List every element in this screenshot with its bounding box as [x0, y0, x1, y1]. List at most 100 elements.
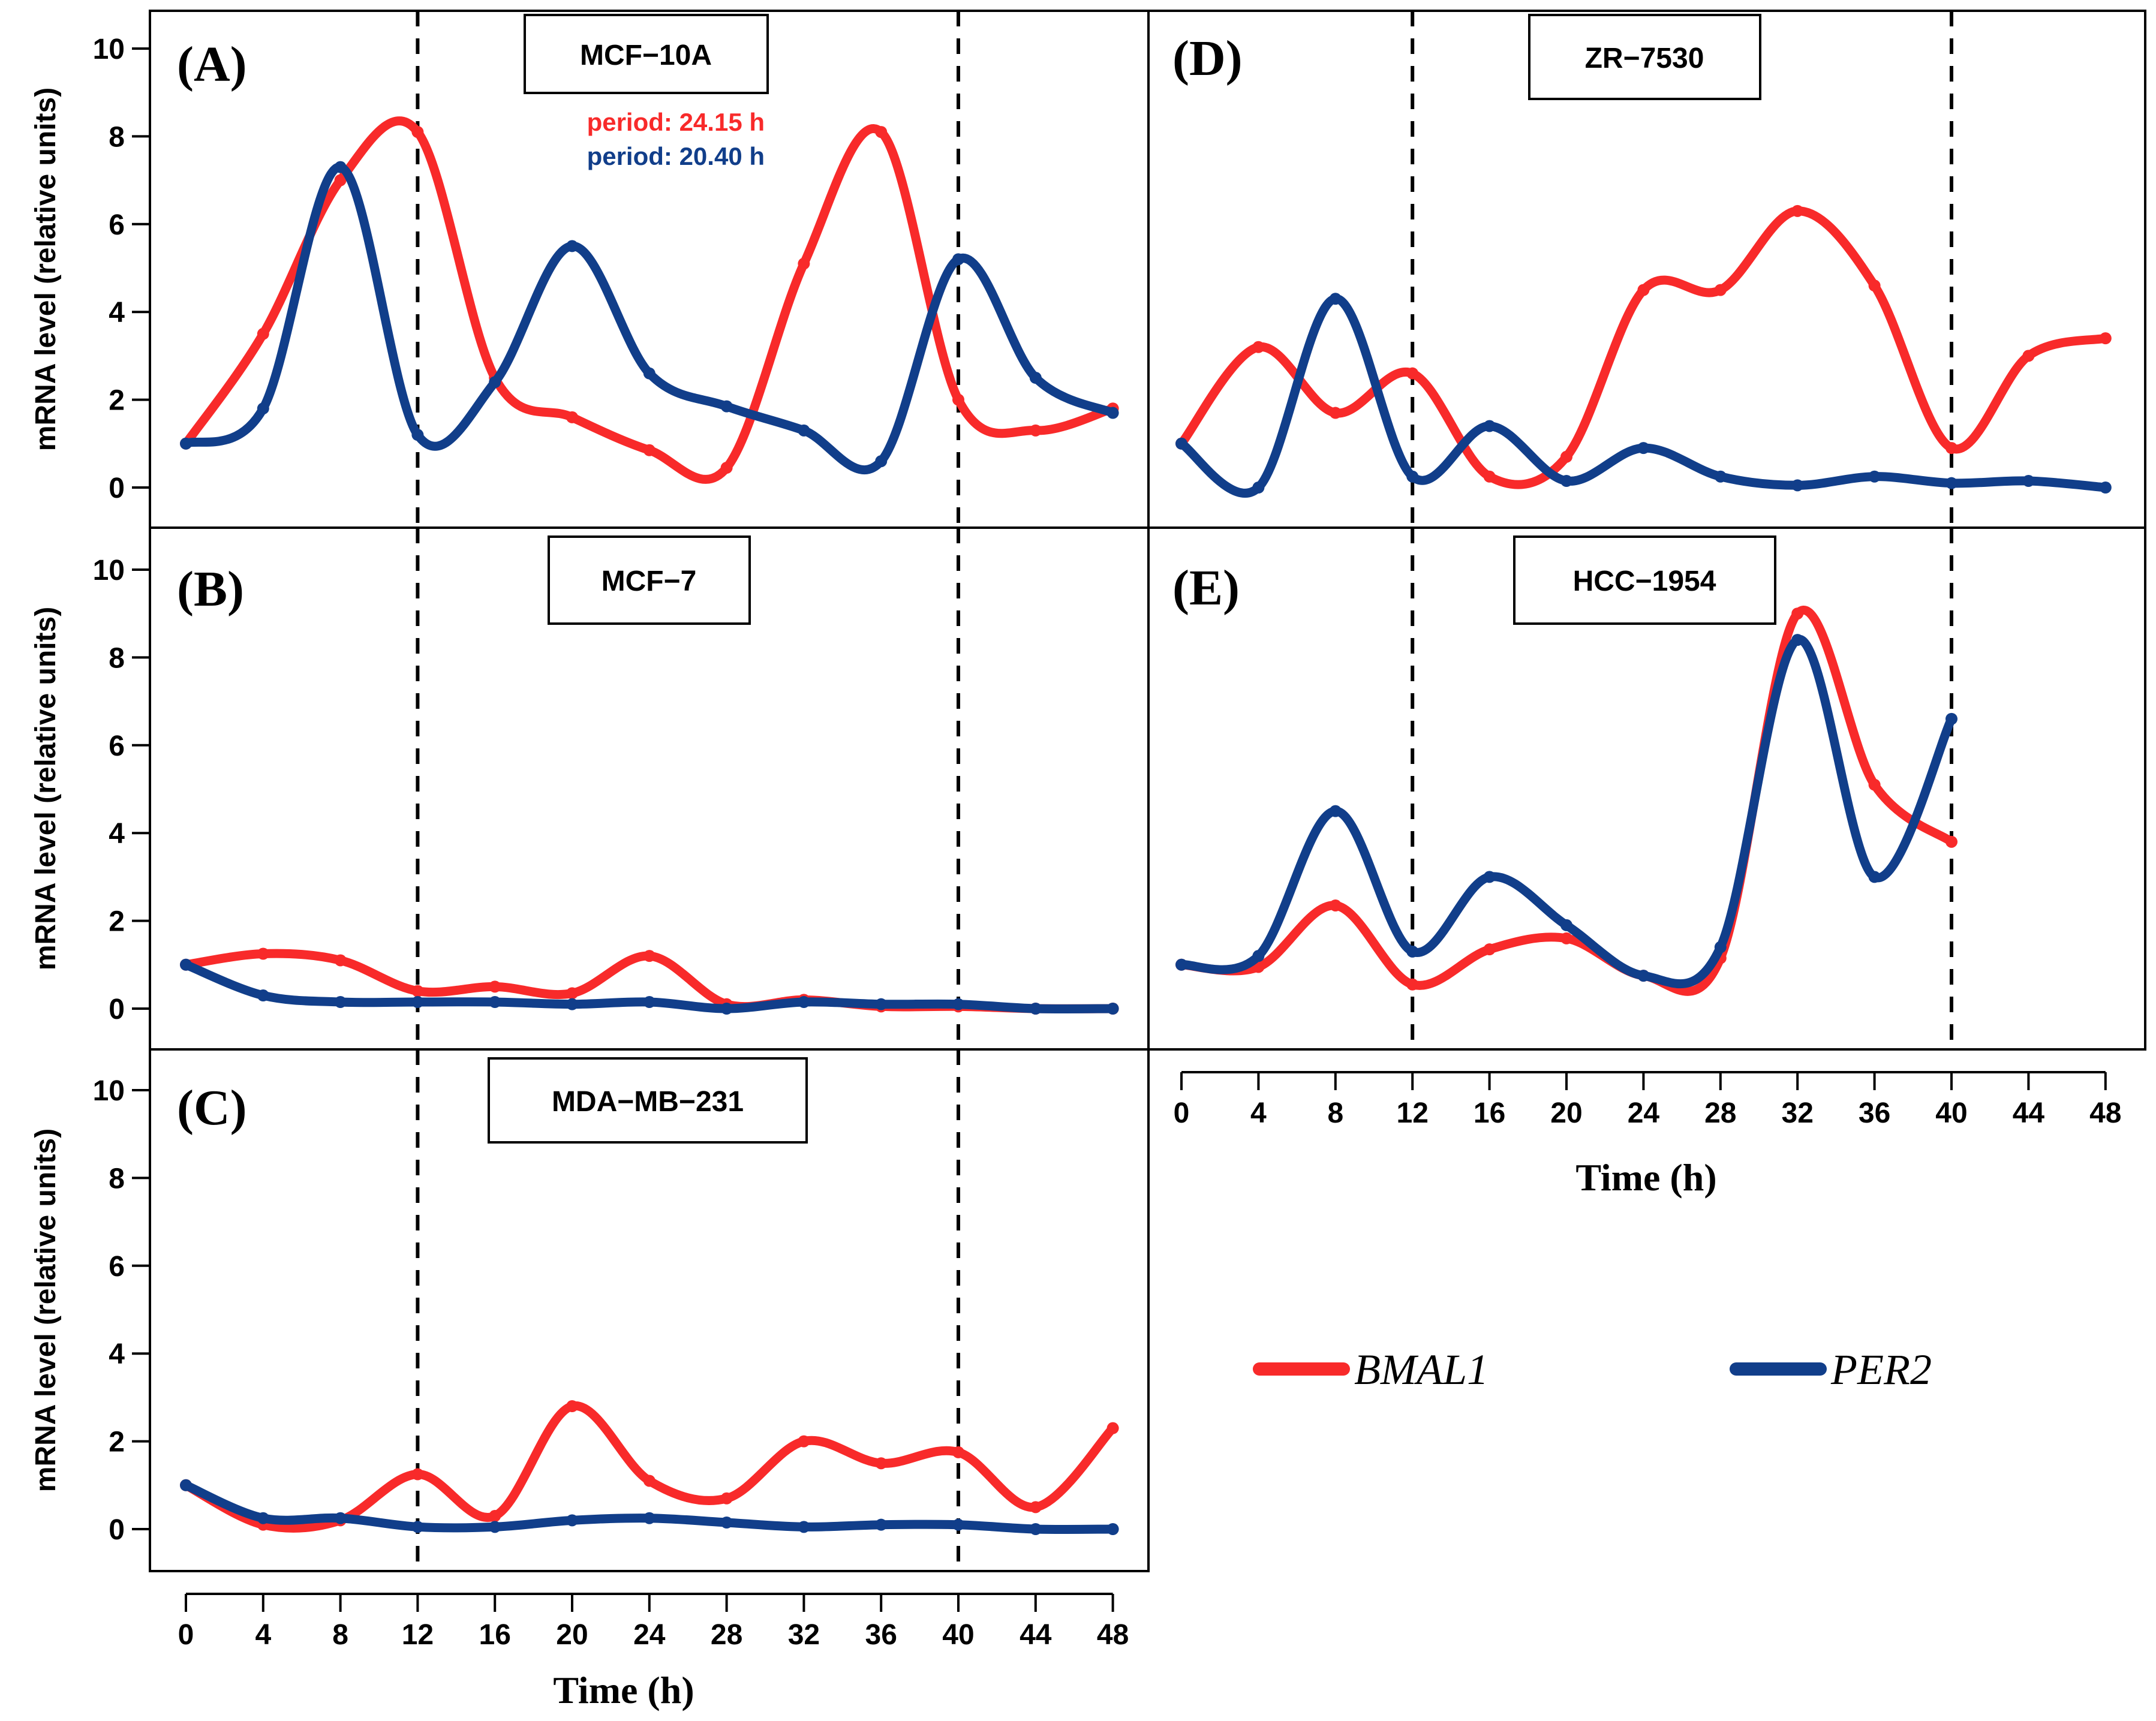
- title-box-c: [488, 1057, 808, 1144]
- panel-letter-d: (D): [1172, 31, 1243, 86]
- panel-title-d: ZR−7530: [1585, 43, 1704, 74]
- y-tick-label-a-3: 6: [109, 209, 125, 241]
- data-point-b-per2-2: [334, 996, 347, 1009]
- data-point-c-per2-5: [566, 1514, 578, 1527]
- data-point-c-per2-3: [411, 1521, 424, 1533]
- y-tick-label-a-5: 10: [93, 34, 125, 65]
- data-point-b-per2-9: [875, 998, 888, 1010]
- chart-b: 0 2 4 6 8 10: [93, 528, 1119, 1049]
- x-tick-label-c-6: 24: [633, 1619, 666, 1651]
- data-point-c-per2-1: [257, 1512, 269, 1524]
- data-point-a-per2-2: [334, 161, 347, 173]
- y-axis-label-c: mRNA level (relative units): [30, 1129, 62, 1492]
- x-tick-label-e-6: 24: [1628, 1097, 1660, 1129]
- data-point-a-bmal1-5: [566, 411, 578, 423]
- x-tick-label-c-8: 32: [788, 1619, 820, 1651]
- y-tick-label-c-5: 10: [93, 1075, 125, 1107]
- data-point-e-bmal1-3: [1406, 978, 1419, 991]
- data-point-c-per2-11: [1029, 1523, 1042, 1535]
- data-point-d-per2-10: [1945, 477, 1957, 489]
- x-tick-label-c-7: 28: [711, 1619, 742, 1651]
- y-tick-label-b-0: 0: [109, 994, 125, 1025]
- data-point-b-per2-3: [411, 996, 424, 1009]
- data-point-c-bmal1-9: [875, 1457, 888, 1470]
- series-line-a-per2: [181, 163, 1118, 474]
- data-point-d-per2-8: [1791, 479, 1804, 492]
- title-box-e: [1513, 535, 1776, 625]
- y-tick-label-c-1: 2: [109, 1427, 125, 1458]
- data-point-a-per2-9: [875, 455, 888, 468]
- data-point-d-per2-12: [2099, 482, 2112, 494]
- data-point-a-per2-10: [952, 253, 964, 266]
- y-tick-label-c-0: 0: [109, 1514, 125, 1546]
- y-tick-label-b-2: 4: [109, 818, 125, 850]
- x-tick-label-e-8: 32: [1782, 1097, 1814, 1129]
- data-point-d-bmal1-4: [1483, 470, 1496, 483]
- data-point-b-bmal1-5: [566, 987, 578, 1000]
- data-point-c-bmal1-8: [798, 1435, 810, 1448]
- data-point-e-per2-7: [1714, 941, 1727, 953]
- data-point-e-per2-6: [1637, 970, 1650, 982]
- x-tick-label-c-12: 48: [1097, 1619, 1129, 1651]
- y-axis-label-a: mRNA level (relative units): [30, 88, 62, 451]
- data-point-e-per2-2: [1329, 805, 1342, 817]
- panel-title-b: MCF−7: [602, 565, 697, 597]
- data-point-e-bmal1-4: [1483, 943, 1496, 956]
- data-point-e-per2-3: [1406, 945, 1419, 958]
- data-point-d-per2-4: [1483, 420, 1496, 432]
- panel-letter-e: (E): [1172, 560, 1240, 616]
- data-point-c-per2-10: [952, 1518, 964, 1531]
- data-point-a-per2-0: [180, 437, 192, 450]
- data-point-e-bmal1-8: [1791, 607, 1804, 620]
- x-tick-label-c-10: 40: [942, 1619, 974, 1651]
- data-point-e-per2-9: [1868, 871, 1881, 883]
- data-point-e-per2-8: [1791, 634, 1804, 646]
- data-point-b-per2-7: [720, 1003, 733, 1015]
- data-point-b-per2-0: [180, 958, 192, 971]
- data-point-c-bmal1-10: [952, 1446, 964, 1458]
- panel-letter-b: (B): [177, 561, 244, 617]
- data-point-c-per2-7: [720, 1517, 733, 1529]
- data-point-a-per2-6: [643, 367, 655, 380]
- x-tick-label-e-0: 0: [1174, 1097, 1190, 1129]
- data-point-a-bmal1-11: [1029, 424, 1042, 437]
- y-tick-label-c-4: 8: [109, 1163, 125, 1195]
- title-box-a: [524, 14, 769, 94]
- data-point-d-per2-3: [1406, 470, 1419, 483]
- x-tick-label-c-1: 4: [255, 1619, 271, 1651]
- x-tick-label-e-5: 20: [1550, 1097, 1582, 1129]
- chart-d: [1175, 11, 2112, 528]
- x-tick-label-e-4: 16: [1474, 1097, 1505, 1129]
- data-point-e-per2-1: [1252, 950, 1265, 962]
- chart-e: 0 4 8 12 16 20 24 28 32 36 40 44 48: [1174, 528, 2121, 1129]
- legend-label-bmal1: BMAL1: [1354, 1346, 1489, 1394]
- data-point-d-per2-11: [2022, 475, 2035, 488]
- data-point-a-bmal1-3: [411, 126, 424, 139]
- y-tick-label-a-2: 4: [109, 297, 125, 329]
- period-annotation-bmal1: period: 24.15 h: [587, 108, 765, 136]
- panel-letter-a: (A): [177, 37, 247, 92]
- data-point-c-per2-0: [180, 1479, 192, 1491]
- data-point-a-per2-11: [1029, 372, 1042, 384]
- data-point-a-per2-3: [411, 429, 424, 441]
- data-point-d-bmal1-5: [1560, 450, 1572, 463]
- data-point-b-bmal1-3: [411, 985, 424, 997]
- data-point-c-bmal1-4: [489, 1510, 501, 1523]
- data-point-a-bmal1-2: [334, 174, 347, 186]
- data-point-d-per2-0: [1175, 437, 1187, 450]
- period-annotation-per2: period: 20.40 h: [587, 142, 765, 170]
- data-point-d-bmal1-8: [1791, 204, 1804, 217]
- data-point-b-per2-12: [1106, 1003, 1119, 1015]
- data-point-e-bmal1-9: [1868, 778, 1881, 791]
- data-point-e-per2-5: [1560, 919, 1572, 931]
- panel-letter-c: (C): [177, 1080, 247, 1136]
- y-tick-label-a-4: 8: [109, 121, 125, 153]
- y-tick-label-b-4: 8: [109, 642, 125, 674]
- title-box-b: [548, 535, 751, 625]
- x-tick-label-c-4: 16: [479, 1619, 511, 1651]
- panel-title-boxes: [488, 14, 1776, 1144]
- series-line-d-per2: [1177, 294, 2110, 498]
- data-point-a-bmal1-10: [952, 393, 964, 406]
